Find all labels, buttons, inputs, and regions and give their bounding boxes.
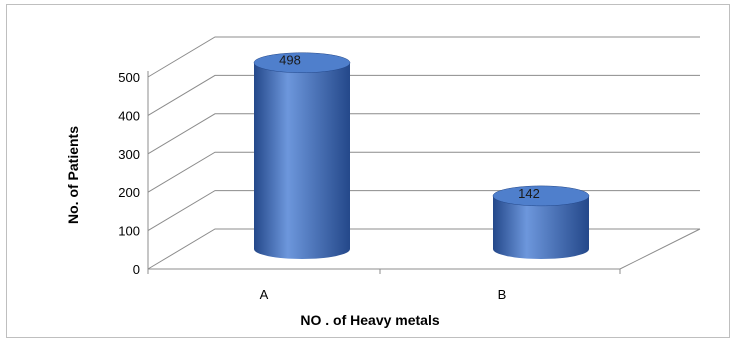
floor-edge: [148, 228, 701, 270]
chart-frame: [6, 4, 730, 338]
x-axis-title: NO . of Heavy metals: [300, 312, 439, 328]
gridline: [147, 36, 700, 78]
bar-B: [492, 185, 590, 259]
y-tick-label: 200: [118, 185, 140, 200]
y-tick-label: 400: [118, 108, 140, 123]
gridline: [147, 190, 700, 232]
gridline: [147, 228, 700, 270]
data-label: 498: [279, 53, 301, 68]
bars: [253, 52, 590, 259]
bar-body: [493, 195, 589, 259]
gridline: [147, 74, 700, 116]
y-tick-label: 300: [118, 147, 140, 162]
bar-top: [492, 185, 590, 207]
bar-body: [254, 62, 350, 259]
x-tick-label: B: [498, 287, 507, 302]
gridline: [147, 151, 700, 193]
data-labels: 498 142: [279, 53, 540, 201]
bar-A: [253, 52, 351, 259]
y-tick-labels: 0 100 200 300 400 500: [118, 70, 140, 277]
y-tick-label: 100: [118, 224, 140, 239]
x-tick-label: A: [260, 287, 269, 302]
gridlines: [147, 36, 701, 274]
y-tick-label: 0: [133, 262, 140, 277]
y-axis-title: No. of Patients: [65, 126, 81, 224]
gridline: [147, 113, 700, 155]
bar-top: [253, 52, 351, 73]
y-tick-label: 500: [118, 70, 140, 85]
data-label: 142: [518, 186, 540, 201]
